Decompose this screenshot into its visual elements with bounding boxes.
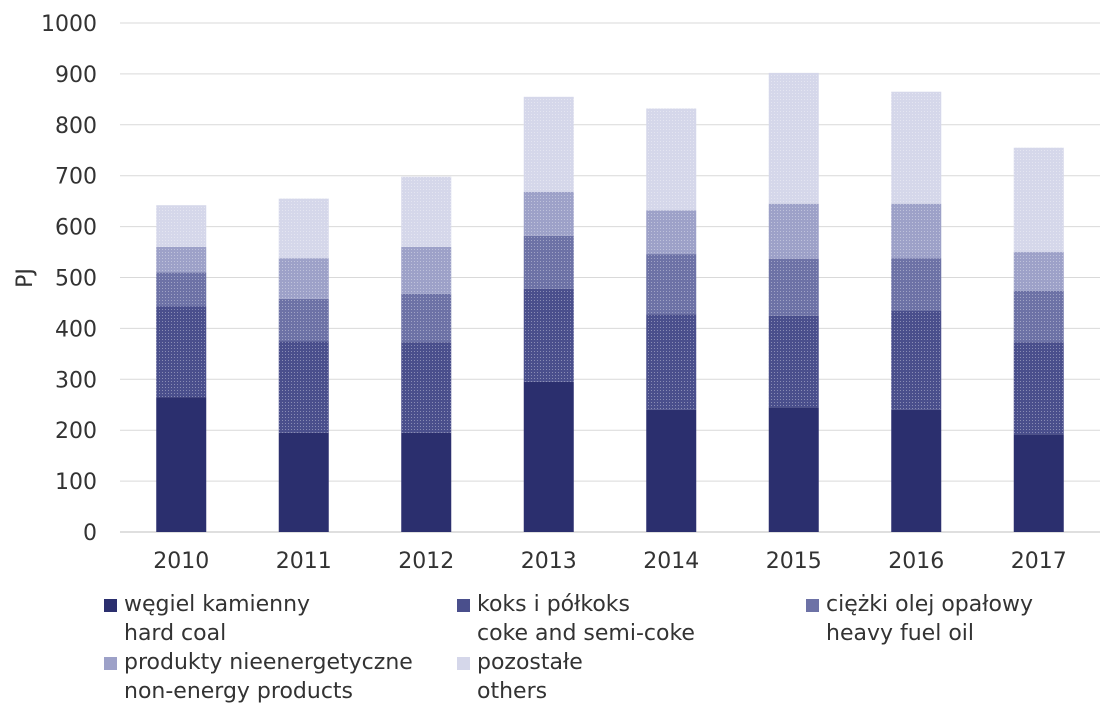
legend-label-pl: produkty nieenergetyczne	[124, 650, 413, 675]
bar-segment-texture	[646, 210, 697, 255]
x-tick-label: 2010	[153, 549, 209, 574]
legend-item-hard-coal: węgiel kamienny hard coal	[104, 590, 310, 648]
y-tick-label: 0	[83, 521, 97, 546]
y-tick-label: 800	[55, 114, 97, 139]
bar-segment-texture	[891, 203, 942, 259]
bar-segment-texture	[156, 306, 207, 398]
legend-item-coke: koks i półkoks coke and semi-coke	[457, 590, 695, 648]
y-tick-label: 1000	[41, 12, 97, 37]
y-tick-label: 900	[55, 63, 97, 88]
y-tick-label: 100	[55, 470, 97, 495]
bar-segment-texture	[523, 96, 574, 192]
bar-segment-texture	[768, 315, 819, 408]
bar-segment	[523, 381, 574, 532]
bars	[156, 72, 1064, 532]
bar-segment-texture	[646, 108, 697, 211]
legend-item-others: pozostałe others	[457, 648, 583, 706]
gridlines	[120, 22, 1100, 533]
legend-label-pl: ciężki olej opałowy	[826, 592, 1033, 617]
bar-segment-texture	[891, 91, 942, 204]
legend: węgiel kamienny hard coal koks i półkoks…	[104, 590, 1094, 707]
bar-segment-texture	[278, 198, 329, 259]
legend-label-en: non-energy products	[124, 679, 354, 704]
bar-segment-texture	[401, 176, 452, 247]
x-tick-label: 2013	[521, 549, 577, 574]
bar-segment	[646, 409, 697, 532]
bar-segment-texture	[1013, 147, 1064, 253]
bar-segment-texture	[523, 191, 574, 236]
legend-swatch-non-energy	[104, 657, 117, 670]
bar-segment-texture	[156, 205, 207, 247]
x-axis-ticks: 2010 2011 2012 2013 2014 2015 2016 2017	[153, 549, 1067, 574]
bar-segment	[1013, 434, 1064, 532]
bar-segment-texture	[278, 341, 329, 433]
y-tick-label: 700	[55, 165, 97, 190]
bar-segment-texture	[401, 293, 452, 343]
bar-segment-texture	[278, 258, 329, 299]
legend-label-pl: węgiel kamienny	[124, 592, 311, 617]
legend-swatch-hard-coal	[104, 599, 117, 612]
bar-segment	[156, 397, 207, 532]
bar-segment-texture	[646, 314, 697, 410]
legend-label-pl: koks i półkoks	[477, 592, 631, 617]
x-tick-label: 2012	[398, 549, 454, 574]
bar-segment-texture	[891, 310, 942, 410]
bar-segment	[401, 432, 452, 532]
legend-label-en: coke and semi-coke	[477, 621, 695, 646]
bar-segment-texture	[646, 254, 697, 315]
y-tick-label: 500	[55, 267, 97, 292]
legend-label-en: hard coal	[124, 621, 227, 646]
bar-segment	[891, 409, 942, 532]
legend-label-en: others	[477, 679, 548, 704]
bar-segment-texture	[1013, 290, 1064, 343]
y-axis-label: PJ	[13, 268, 38, 288]
legend-item-heavy-fuel-oil: ciężki olej opałowy heavy fuel oil	[806, 590, 1033, 648]
bar-segment-texture	[1013, 252, 1064, 291]
bar-segment-texture	[278, 298, 329, 342]
bar-segment	[278, 432, 329, 532]
y-axis-ticks: 0 100 200 300 400 500 600 700 800 900 1000	[41, 12, 97, 546]
x-tick-label: 2011	[276, 549, 332, 574]
y-tick-label: 200	[55, 419, 97, 444]
bar-segment-texture	[523, 288, 574, 382]
legend-swatch-others	[457, 657, 470, 670]
y-tick-label: 300	[55, 368, 97, 393]
x-tick-label: 2016	[888, 549, 944, 574]
legend-item-non-energy: produkty nieenergetyczne non-energy prod…	[104, 648, 413, 706]
x-tick-label: 2015	[766, 549, 822, 574]
legend-swatch-coke	[457, 599, 470, 612]
y-tick-label: 600	[55, 216, 97, 241]
bar-segment-texture	[768, 72, 819, 204]
legend-label-en: heavy fuel oil	[826, 621, 975, 646]
bar-segment-texture	[401, 246, 452, 294]
x-tick-label: 2014	[643, 549, 699, 574]
bar-segment-texture	[768, 203, 819, 259]
bar-segment-texture	[768, 258, 819, 316]
legend-swatch-heavy-fuel-oil	[806, 599, 819, 612]
legend-label-pl: pozostałe	[477, 650, 583, 675]
bar-segment-texture	[156, 246, 207, 273]
bar-segment-texture	[1013, 342, 1064, 435]
bar-segment-texture	[401, 342, 452, 433]
x-tick-label: 2017	[1011, 549, 1067, 574]
bar-segment-texture	[156, 272, 207, 307]
bar-segment	[768, 407, 819, 532]
y-tick-label: 400	[55, 317, 97, 342]
bar-segment-texture	[523, 235, 574, 289]
bar-segment-texture	[891, 258, 942, 311]
